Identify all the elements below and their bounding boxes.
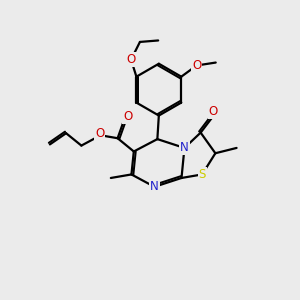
Text: O: O bbox=[127, 53, 136, 66]
Text: N: N bbox=[180, 141, 189, 154]
Text: O: O bbox=[192, 59, 201, 72]
Text: S: S bbox=[198, 168, 206, 181]
Text: N: N bbox=[150, 180, 159, 193]
Text: O: O bbox=[209, 105, 218, 118]
Text: O: O bbox=[95, 127, 105, 140]
Text: O: O bbox=[123, 110, 132, 123]
